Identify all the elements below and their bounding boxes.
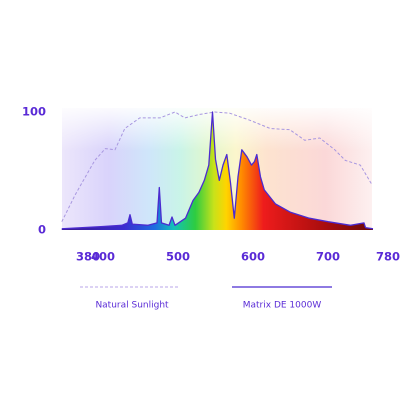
x-tick-label: 600 <box>241 250 265 264</box>
legend-label: Natural Sunlight <box>95 301 169 311</box>
y-tick-label: 100 <box>22 105 46 119</box>
series-line <box>61 111 373 222</box>
x-tick-label: 700 <box>316 250 340 264</box>
x-tick-label: 380 <box>76 250 100 264</box>
x-tick-label: 780 <box>376 250 400 264</box>
series-line <box>61 111 374 230</box>
x-tick-label: 400 <box>91 250 115 264</box>
legend-label: Matrix DE 1000W <box>243 301 322 311</box>
y-tick-label: 0 <box>38 223 46 237</box>
x-tick-label: 500 <box>166 250 190 264</box>
